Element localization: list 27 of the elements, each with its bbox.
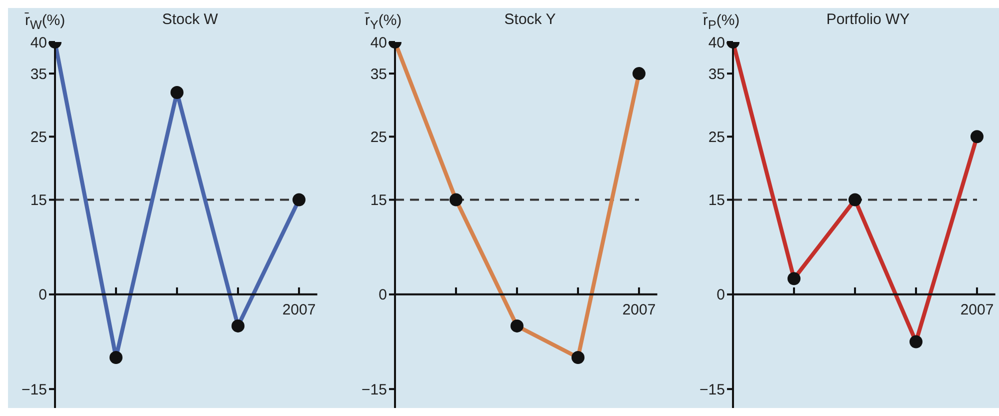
- y-tick-label: 35: [370, 66, 387, 83]
- chart-title: Stock W: [161, 11, 219, 28]
- x-tick-label: 2007: [960, 301, 994, 318]
- y-tick-label: 0: [716, 286, 725, 304]
- y-tick-label: 35: [708, 66, 725, 83]
- y-tick-label: 40: [30, 34, 47, 52]
- y-tick-label: −15: [700, 381, 725, 398]
- y-tick-label: −15: [362, 381, 387, 398]
- chart-title: Stock Y: [503, 11, 557, 28]
- y-tick-label: 0: [38, 286, 47, 304]
- y-axis-title: r̄$_{W}$(%): [25, 12, 66, 32]
- y-tick-label: 15: [370, 192, 387, 210]
- y-axis-title: r̄$_{P}$(%): [703, 12, 740, 32]
- y-tick-label: 25: [708, 128, 725, 146]
- y-tick-label: 40: [708, 34, 725, 52]
- y-tick-label: 0: [378, 286, 387, 304]
- y-tick-label: 15: [708, 192, 725, 210]
- y-tick-label: 25: [370, 128, 387, 146]
- y-tick-label: 15: [30, 192, 47, 210]
- y-tick-label: 40: [370, 34, 387, 52]
- y-tick-label: 25: [30, 128, 47, 146]
- chart-title: Portfolio WY: [825, 11, 911, 28]
- y-tick-label: 35: [30, 66, 47, 83]
- x-tick-label: 2007: [622, 301, 656, 318]
- x-tick-label: 2007: [282, 301, 316, 318]
- y-axis-title: r̄$_{Y}$(%): [365, 12, 402, 32]
- y-tick-label: −15: [22, 381, 47, 398]
